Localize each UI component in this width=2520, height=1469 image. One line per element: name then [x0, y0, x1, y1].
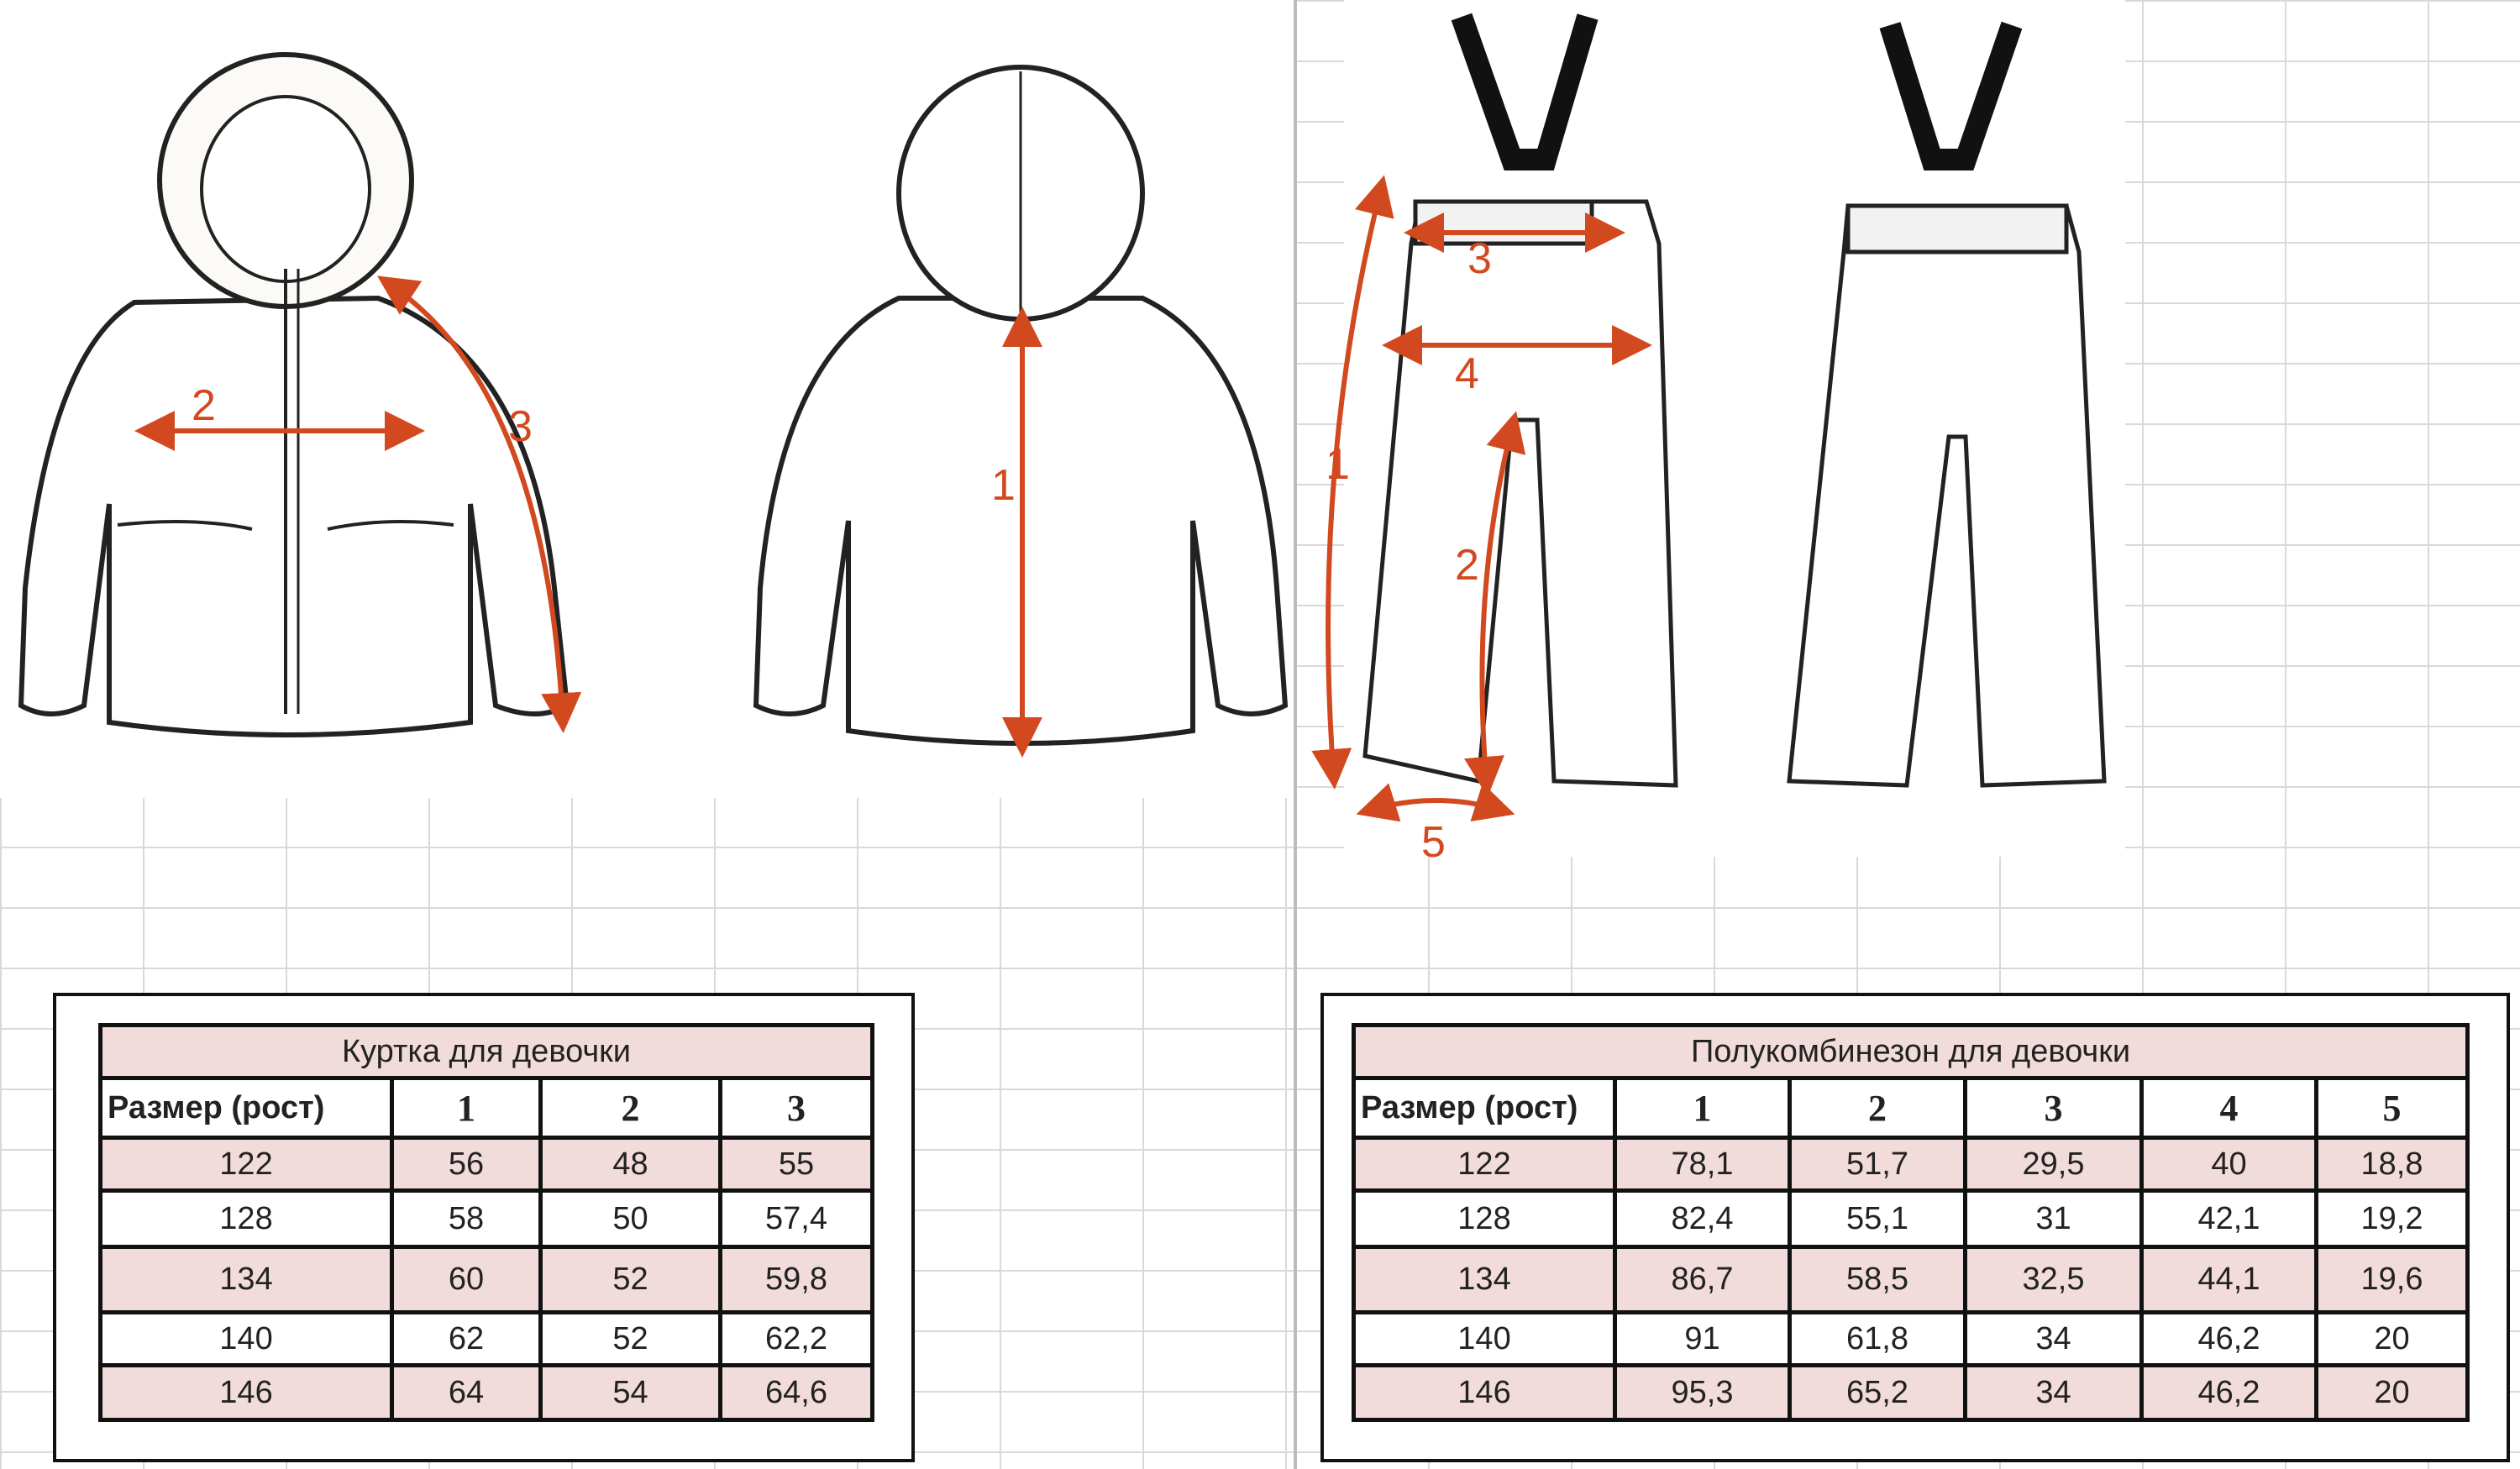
pants-back-drawing: [1787, 21, 2107, 788]
measure-label-jacket-2: 2: [192, 381, 216, 430]
measure-label-pants-1: 1: [1326, 440, 1350, 489]
measure-cell: 51,7: [1788, 1136, 1967, 1193]
pants-table-title: Полукомбинезон для девочки: [1352, 1023, 2470, 1080]
measure-label-pants-4: 4: [1455, 349, 1479, 398]
measure-cell: 18,8: [2314, 1136, 2470, 1193]
header-col: 3: [718, 1076, 874, 1140]
size-cell: 140: [1352, 1310, 1617, 1367]
measure-cell: 55: [718, 1136, 874, 1193]
size-cell: 134: [98, 1245, 394, 1314]
measure-cell: 31: [1963, 1188, 2144, 1249]
measure-cell: 19,2: [2314, 1188, 2470, 1249]
table-row: 146 95,3 65,2 34 46,2 20: [1352, 1363, 2470, 1422]
measure-cell: 86,7: [1613, 1245, 1792, 1314]
header-col: 5: [2314, 1076, 2470, 1140]
table-row: 134 86,7 58,5 32,5 44,1 19,6: [1352, 1245, 2470, 1314]
pants-size-table: Полукомбинезон для девочки Размер (рост)…: [1352, 1023, 2470, 1422]
jacket-table-title: Куртка для девочки: [98, 1023, 874, 1080]
header-size: Размер (рост): [1352, 1076, 1617, 1140]
measure-cell: 65,2: [1788, 1363, 1967, 1422]
measure-cell: 40: [2139, 1136, 2318, 1193]
table-row: 128 82,4 55,1 31 42,1 19,2: [1352, 1188, 2470, 1249]
measure-cell: 64: [390, 1363, 543, 1422]
size-cell: 146: [1352, 1363, 1617, 1422]
measure-cell: 62,2: [718, 1310, 874, 1367]
header-col: 1: [1613, 1076, 1792, 1140]
measure-cell: 46,2: [2139, 1310, 2318, 1367]
measure-cell: 91: [1613, 1310, 1792, 1367]
measure-cell: 58: [390, 1188, 543, 1249]
measure-cell: 59,8: [718, 1245, 874, 1314]
measure-cell: 50: [538, 1188, 722, 1249]
measure-cell: 62: [390, 1310, 543, 1367]
table-row: 122 56 48 55: [98, 1136, 874, 1193]
measure-cell: 57,4: [718, 1188, 874, 1249]
jacket-size-table: Куртка для девочки Размер (рост) 1 2 3 1…: [98, 1023, 874, 1422]
column-divider: [1294, 0, 1297, 1469]
measure-cell: 78,1: [1613, 1136, 1792, 1193]
table-row: 134 60 52 59,8: [98, 1245, 874, 1314]
measure-cell: 56: [390, 1136, 543, 1193]
measure-cell: 58,5: [1788, 1245, 1967, 1314]
measure-cell: 29,5: [1963, 1136, 2144, 1193]
measure-cell: 19,6: [2314, 1245, 2470, 1314]
measure-cell: 32,5: [1963, 1245, 2144, 1314]
size-cell: 140: [98, 1310, 394, 1367]
measure-cell: 48: [538, 1136, 722, 1193]
size-cell: 122: [1352, 1136, 1617, 1193]
measure-cell: 52: [538, 1310, 722, 1367]
measurement-arrows: [134, 175, 1652, 822]
measure-cell: 61,8: [1788, 1310, 1967, 1367]
measure-label-pants-2: 2: [1455, 541, 1479, 590]
measure-cell: 42,1: [2139, 1188, 2318, 1249]
measure-label-jacket-1: 1: [991, 461, 1016, 510]
header-col: 2: [538, 1076, 722, 1140]
measure-cell: 44,1: [2139, 1245, 2318, 1314]
measure-cell: 20: [2314, 1363, 2470, 1422]
size-cell: 128: [98, 1188, 394, 1249]
header-size: Размер (рост): [98, 1076, 394, 1140]
header-col: 3: [1963, 1076, 2144, 1140]
table-row: 146 64 54 64,6: [98, 1363, 874, 1422]
measure-cell: 52: [538, 1245, 722, 1314]
header-col: 4: [2139, 1076, 2318, 1140]
size-cell: 134: [1352, 1245, 1617, 1314]
measure-cell: 34: [1963, 1363, 2144, 1422]
size-cell: 128: [1352, 1188, 1617, 1249]
table-row: 128 58 50 57,4: [98, 1188, 874, 1249]
measure-cell: 55,1: [1788, 1188, 1967, 1249]
size-cell: 122: [98, 1136, 394, 1193]
table-row: 122 78,1 51,7 29,5 40 18,8: [1352, 1136, 2470, 1193]
measure-cell: 34: [1963, 1310, 2144, 1367]
measure-cell: 60: [390, 1245, 543, 1314]
measure-cell: 64,6: [718, 1363, 874, 1422]
measure-cell: 20: [2314, 1310, 2470, 1367]
header-col: 2: [1788, 1076, 1967, 1140]
measure-cell: 54: [538, 1363, 722, 1422]
table-row: 140 91 61,8 34 46,2 20: [1352, 1310, 2470, 1367]
measure-label-pants-5: 5: [1421, 818, 1446, 867]
measure-cell: 82,4: [1613, 1188, 1792, 1249]
measure-label-pants-3: 3: [1467, 234, 1492, 283]
measure-cell: 95,3: [1613, 1363, 1792, 1422]
header-col: 1: [390, 1076, 543, 1140]
pants-front-drawing: [1362, 13, 1678, 788]
measure-cell: 46,2: [2139, 1363, 2318, 1422]
table-row: 140 62 52 62,2: [98, 1310, 874, 1367]
measure-label-jacket-3: 3: [508, 402, 533, 451]
size-cell: 146: [98, 1363, 394, 1422]
